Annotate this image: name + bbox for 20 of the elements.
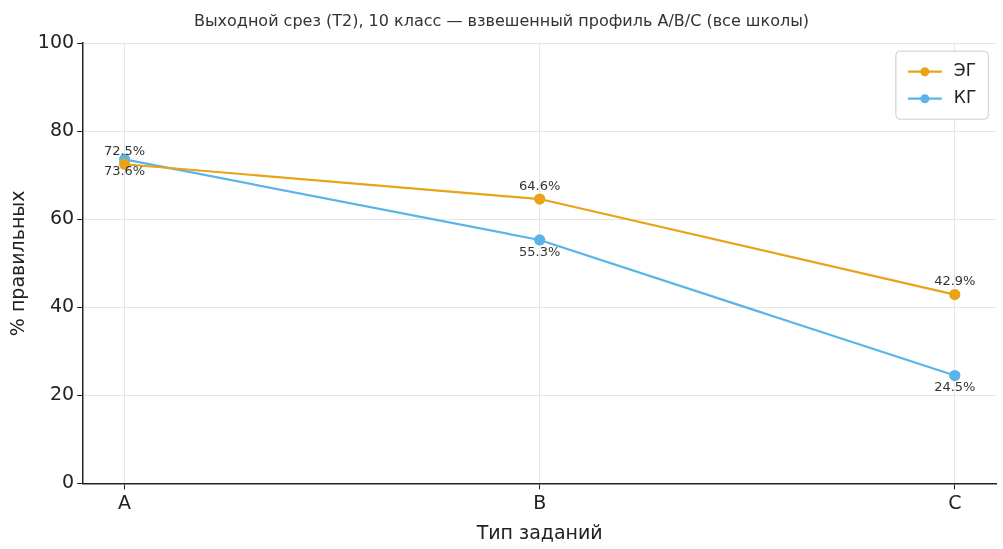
data-label: 55.3% [519, 243, 561, 259]
x-tick-label: B [533, 490, 547, 513]
x-axis-title: Тип заданий [475, 520, 603, 543]
x-tick-label: A [118, 490, 132, 513]
y-tick-label: 20 [49, 382, 75, 405]
y-tick-label: 100 [37, 30, 75, 53]
y-tick-label: 0 [61, 470, 75, 493]
chart-title: Выходной срез (Т2), 10 класс — взвешенный профиль A/B/C (все школы) [193, 10, 810, 30]
y-tick-label: 40 [49, 294, 75, 317]
data-label: 64.6% [519, 177, 561, 193]
y-axis-title: % правильных [6, 190, 29, 337]
data-label: 24.5% [934, 379, 976, 395]
data-label: 73.6% [103, 163, 146, 179]
data-label: 72.5% [103, 143, 146, 159]
y-tick-label: 80 [49, 118, 75, 141]
legend-label: ЭГ [953, 60, 977, 81]
data-label: 42.9% [934, 273, 976, 289]
legend-label: КГ [953, 87, 977, 108]
x-tick-label: C [948, 490, 962, 513]
y-tick-label: 60 [49, 206, 75, 229]
